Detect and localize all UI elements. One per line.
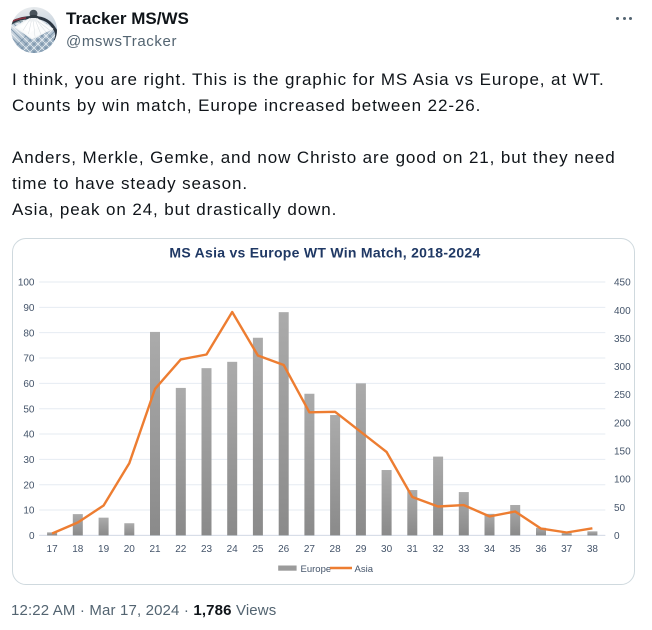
svg-text:19: 19 [98, 544, 110, 555]
svg-text:33: 33 [458, 544, 470, 555]
svg-text:40: 40 [23, 430, 35, 441]
svg-text:200: 200 [614, 418, 631, 429]
svg-text:17: 17 [47, 544, 59, 555]
svg-text:250: 250 [614, 390, 631, 401]
svg-text:50: 50 [614, 503, 626, 514]
svg-text:38: 38 [587, 544, 599, 555]
svg-text:27: 27 [304, 544, 316, 555]
svg-text:26: 26 [278, 544, 290, 555]
svg-text:20: 20 [124, 544, 136, 555]
svg-text:22: 22 [175, 544, 187, 555]
svg-text:18: 18 [72, 544, 84, 555]
svg-text:Asia: Asia [355, 564, 374, 575]
svg-text:90: 90 [23, 303, 35, 314]
svg-text:29: 29 [355, 544, 367, 555]
svg-text:0: 0 [29, 531, 35, 542]
svg-text:28: 28 [330, 544, 342, 555]
svg-text:80: 80 [23, 328, 35, 339]
svg-text:60: 60 [23, 379, 35, 390]
svg-text:Europe: Europe [301, 564, 332, 575]
svg-text:32: 32 [433, 544, 445, 555]
svg-text:100: 100 [614, 475, 631, 486]
svg-text:10: 10 [23, 506, 35, 517]
svg-text:31: 31 [407, 544, 419, 555]
svg-text:30: 30 [381, 544, 393, 555]
svg-text:25: 25 [252, 544, 264, 555]
svg-text:70: 70 [23, 354, 35, 365]
svg-text:150: 150 [614, 447, 631, 458]
svg-text:37: 37 [561, 544, 573, 555]
svg-text:0: 0 [614, 531, 620, 542]
svg-text:35: 35 [510, 544, 522, 555]
svg-text:30: 30 [23, 455, 35, 466]
svg-text:300: 300 [614, 362, 631, 373]
svg-text:34: 34 [484, 544, 496, 555]
svg-text:450: 450 [614, 278, 631, 289]
svg-text:400: 400 [614, 306, 631, 317]
svg-text:24: 24 [227, 544, 239, 555]
svg-text:23: 23 [201, 544, 213, 555]
svg-text:21: 21 [149, 544, 161, 555]
svg-text:36: 36 [535, 544, 547, 555]
svg-text:100: 100 [18, 278, 35, 289]
svg-text:350: 350 [614, 334, 631, 345]
svg-text:20: 20 [23, 480, 35, 491]
svg-text:MS Asia vs Europe WT Win Match: MS Asia vs Europe WT Win Match, 2018-202… [169, 245, 480, 261]
svg-text:50: 50 [23, 404, 35, 415]
